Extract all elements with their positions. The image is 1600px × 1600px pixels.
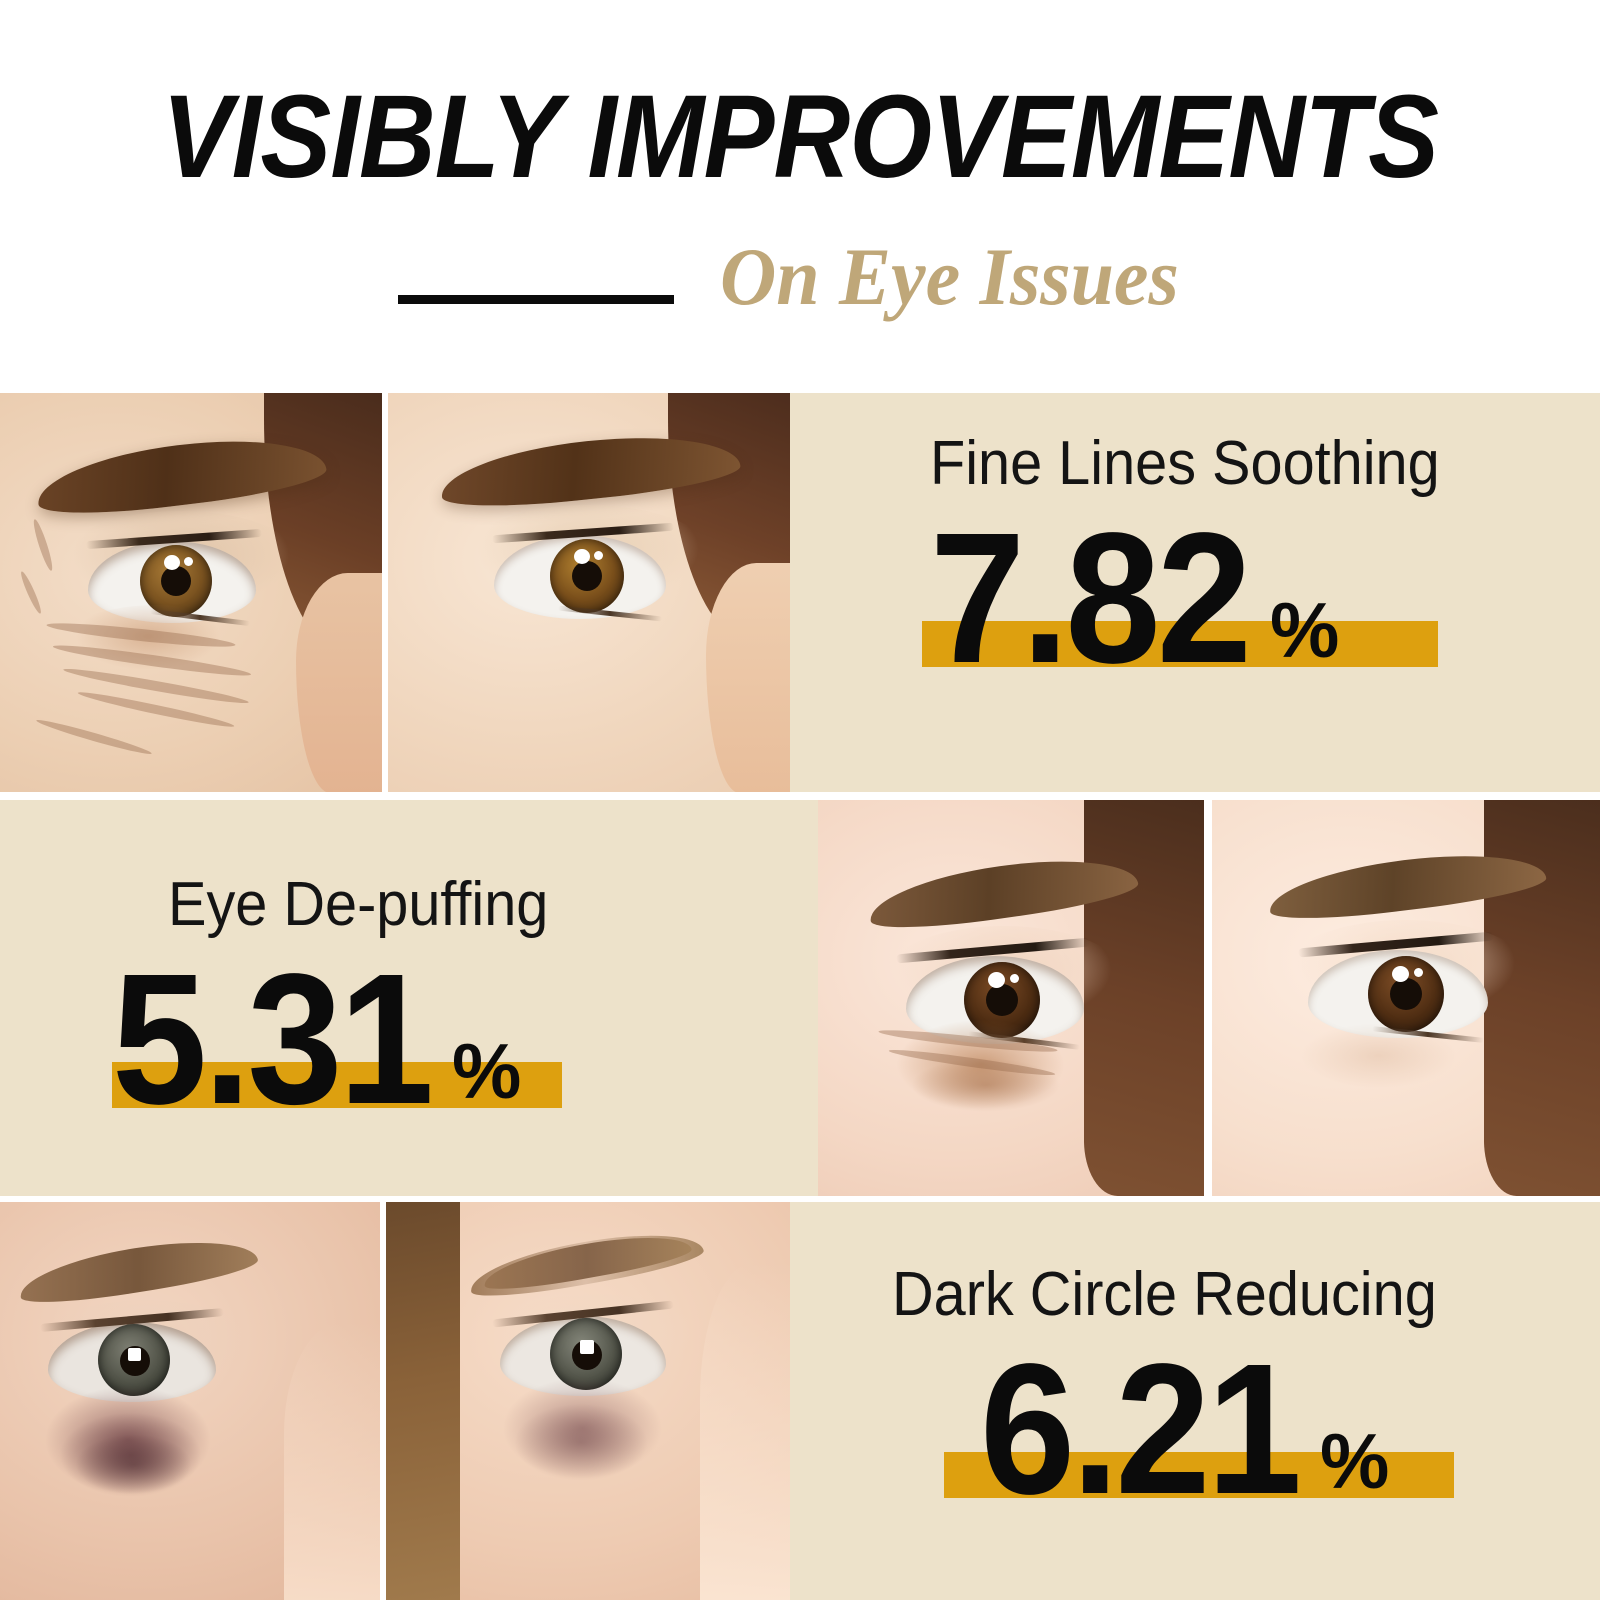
stat-value-de-puffing: 5.31 % — [112, 942, 577, 1133]
gold-underline-bar — [112, 1062, 562, 1108]
photo-pair-fine-lines — [0, 393, 790, 792]
photo-gutter — [382, 393, 388, 792]
stat-label-dark-circle: Dark Circle Reducing — [892, 1260, 1437, 1329]
photo-after-de-puffing — [1212, 800, 1600, 1196]
photo-gutter — [1204, 800, 1212, 1196]
stat-percent-fine-lines: % — [1270, 586, 1340, 674]
photo-pair-de-puffing — [818, 800, 1600, 1196]
row-de-puffing: Eye De-puffing 5.31 % — [0, 800, 1600, 1196]
page-title: VISIBLY IMPROVEMENTS — [161, 71, 1439, 203]
stat-panel-de-puffing: Eye De-puffing 5.31 % — [0, 800, 818, 1196]
header: VISIBLY IMPROVEMENTS On Eye Issues — [0, 0, 1600, 393]
photo-before-de-puffing — [818, 800, 1204, 1196]
stat-fine-lines: Fine Lines Soothing 7.82 % — [922, 429, 1478, 692]
photo-pair-dark-circle — [0, 1202, 790, 1600]
row-dark-circle: Dark Circle Reducing 6.21 % — [0, 1202, 1600, 1600]
photo-after-fine-lines — [388, 393, 790, 792]
gold-underline-bar — [944, 1452, 1454, 1498]
stat-number-dark-circle: 6.21 — [980, 1326, 1302, 1534]
stat-dark-circle: Dark Circle Reducing 6.21 % — [892, 1260, 1478, 1523]
stat-de-puffing: Eye De-puffing 5.31 % — [112, 870, 577, 1133]
photo-gutter — [380, 1202, 386, 1600]
page-subtitle: On Eye Issues — [719, 231, 1179, 322]
subtitle-row: On Eye Issues — [0, 222, 1600, 332]
photo-after-dark-circle — [386, 1202, 790, 1600]
stat-value-dark-circle: 6.21 % — [892, 1332, 1478, 1523]
stat-value-fine-lines: 7.82 % — [922, 501, 1478, 692]
stat-panel-fine-lines: Fine Lines Soothing 7.82 % — [790, 393, 1600, 792]
divider-rule — [397, 294, 674, 304]
stat-percent-de-puffing: % — [452, 1027, 522, 1115]
stat-panel-dark-circle: Dark Circle Reducing 6.21 % — [790, 1202, 1600, 1600]
stat-label-de-puffing: Eye De-puffing — [168, 870, 549, 939]
photo-before-dark-circle — [0, 1202, 380, 1600]
stat-percent-dark-circle: % — [1320, 1417, 1390, 1505]
stat-number-fine-lines: 7.82 — [930, 495, 1252, 703]
row-fine-lines: Fine Lines Soothing 7.82 % — [0, 393, 1600, 792]
stat-label-fine-lines: Fine Lines Soothing — [930, 429, 1440, 498]
gold-underline-bar — [922, 621, 1438, 667]
photo-before-fine-lines — [0, 393, 382, 792]
stat-number-de-puffing: 5.31 — [112, 936, 434, 1144]
